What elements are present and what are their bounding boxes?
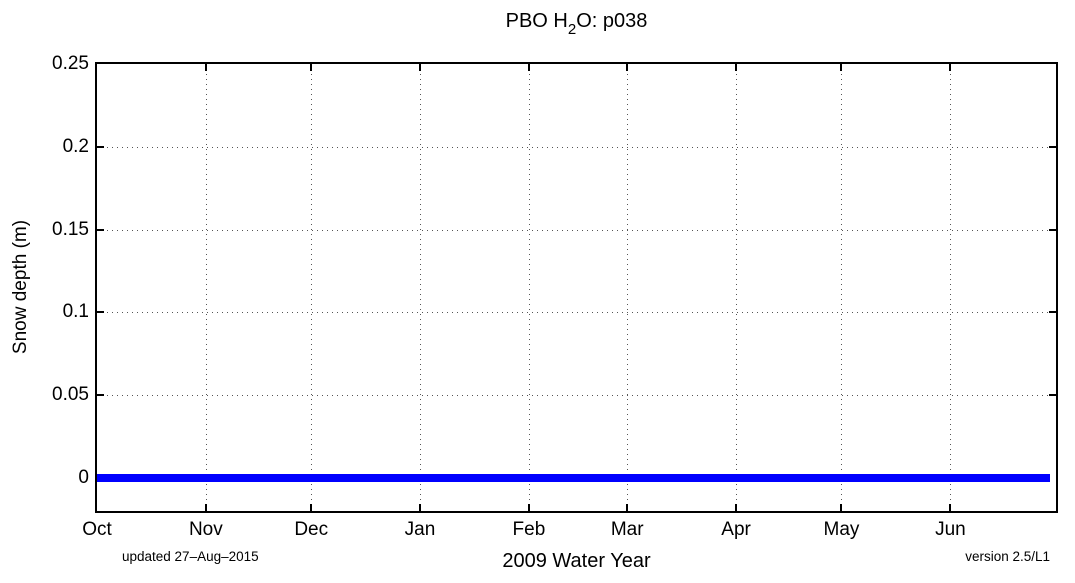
version-note: version 2.5/L1 [965,549,1050,564]
x-tick-mark-bottom [527,504,530,511]
x-tick-mark-top [310,64,313,71]
x-tick-mark-bottom [735,504,738,511]
y-gridline [97,395,1056,397]
x-axis-label: 2009 Water Year [502,550,651,572]
y-tick-mark-left [97,394,104,397]
x-tick-label: Mar [610,519,644,540]
title-suffix: O: p038 [576,10,648,32]
y-tick-label: 0.15 [52,218,89,240]
x-tick-mark-top [840,64,843,71]
y-tick-mark-left [97,145,104,148]
y-tick-label: 0.2 [62,135,89,157]
x-gridline [419,64,421,511]
y-tick-mark-right [1049,228,1056,231]
y-axis-label: Snow depth (m) [10,219,31,355]
x-tick-mark-top [204,64,207,71]
x-tick-mark-top [418,64,421,71]
x-tick-mark-bottom [949,504,952,511]
x-gridline [528,64,530,511]
x-gridline [736,64,738,511]
x-tick-label: Nov [188,519,223,540]
x-tick-label: May [823,519,860,540]
x-tick-label: Jun [935,519,966,540]
y-tick-label: 0.05 [52,384,89,406]
x-tick-label: Apr [721,519,751,540]
y-gridline [97,312,1056,314]
x-gridline [950,64,952,511]
y-tick-mark-left [97,311,104,314]
x-tick-mark-top [626,64,629,71]
x-tick-label: Jan [404,519,436,540]
x-gridline [841,64,843,511]
y-tick-mark-right [1049,394,1056,397]
y-gridline [97,146,1056,148]
x-tick-mark-bottom [204,504,207,511]
x-gridline [205,64,207,511]
x-tick-mark-bottom [418,504,421,511]
x-tick-label: Feb [512,519,546,540]
x-tick-label: Dec [294,519,329,540]
y-gridline [97,229,1056,231]
y-tick-label: 0.1 [62,301,89,323]
x-tick-mark-bottom [840,504,843,511]
x-tick-mark-bottom [310,504,313,511]
x-tick-mark-top [527,64,530,71]
x-tick-label: Oct [82,519,112,540]
y-tick-mark-right [1049,145,1056,148]
x-gridline [627,64,629,511]
updated-note: updated 27–Aug–2015 [122,549,259,564]
title-subscript: 2 [567,21,577,38]
y-tick-label: 0.25 [52,53,89,74]
y-tick-mark-right [1049,311,1056,314]
x-tick-mark-top [735,64,738,71]
chart-title: PBO H2O: p038 [95,10,1058,38]
snow-depth-line [97,473,1051,482]
y-tick-mark-left [97,228,104,231]
title-prefix: PBO H [505,10,568,32]
x-tick-mark-bottom [626,504,629,511]
plot-area: 0 0.05 0.1 0.15 0.2 0.25 Oct Nov Dec Jan Feb Mar Apr… [52,54,1058,540]
y-tick-label: 0 [78,466,89,488]
x-tick-mark-top [949,64,952,71]
x-gridline [311,64,313,511]
